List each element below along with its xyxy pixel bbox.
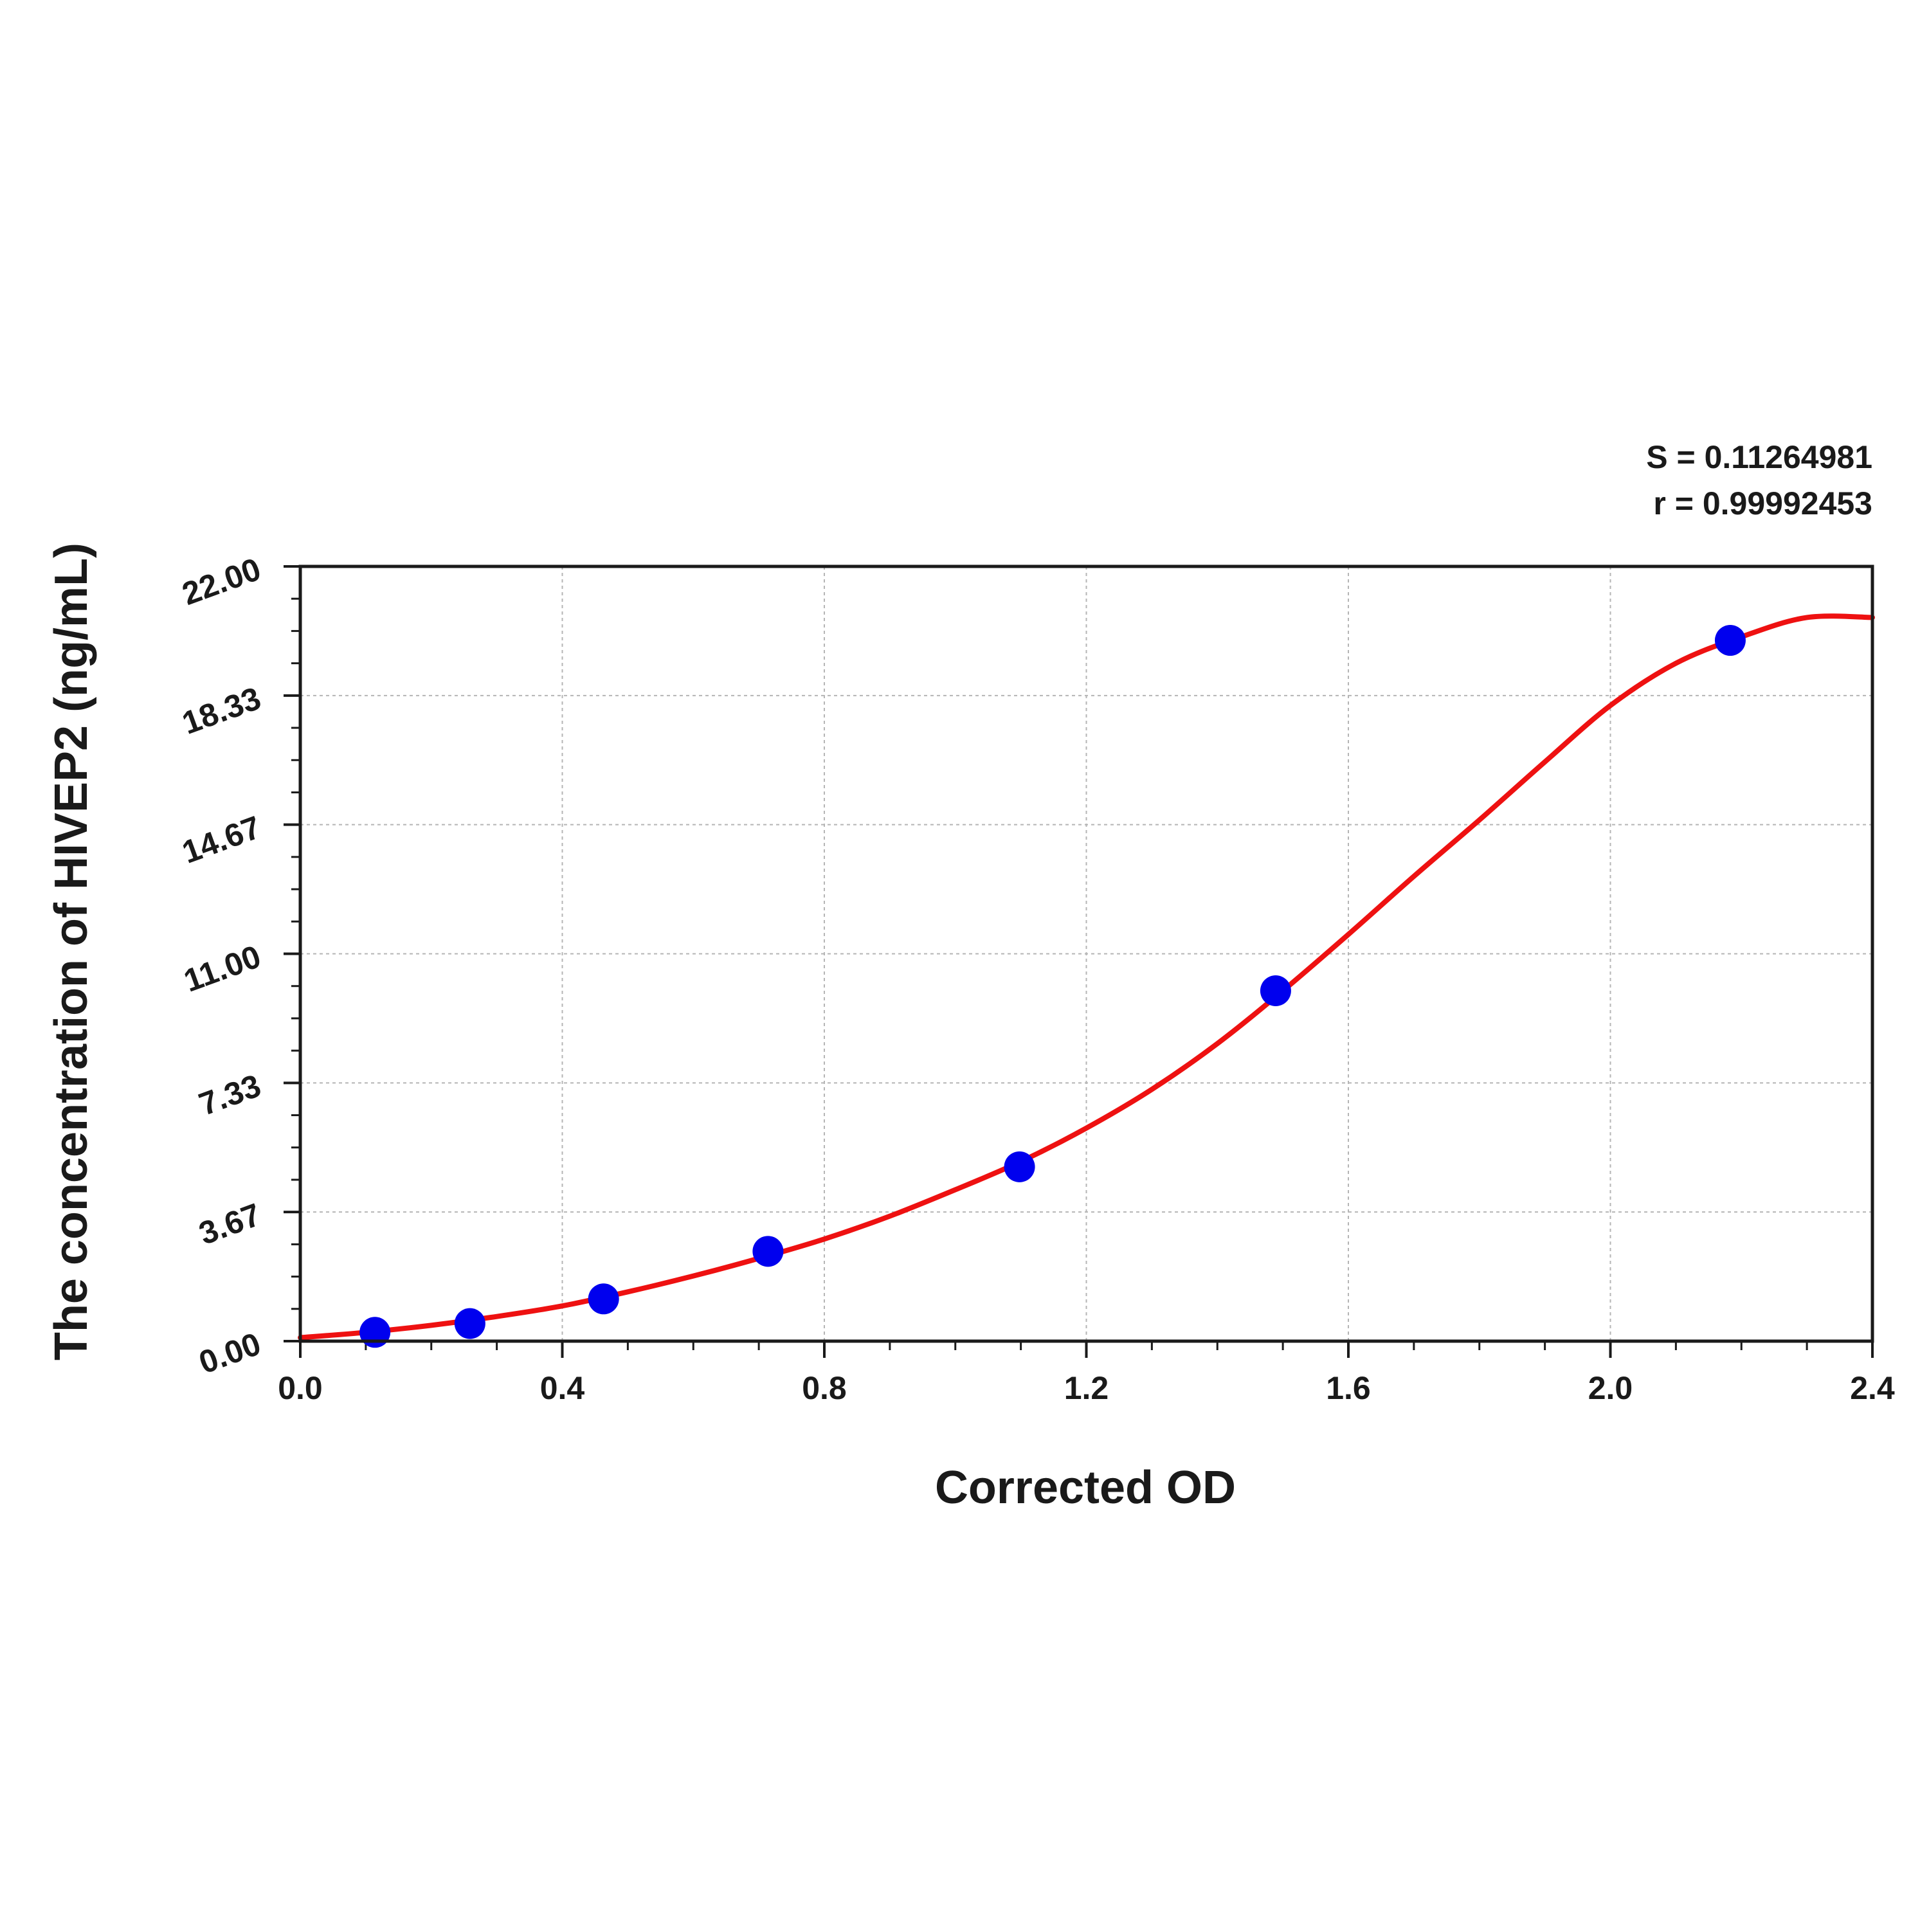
plot-frame [298,564,1874,1343]
y-tick-label: 3.67 [194,1196,266,1252]
data-point [752,1236,784,1267]
r-value-annotation: r = 0.99992453 [1653,485,1872,521]
x-tick-label: 0.8 [802,1370,847,1406]
data-point [1004,1151,1035,1182]
x-tick-label: 0.4 [540,1370,585,1406]
grid-layer [300,566,1872,1341]
y-tick-label: 0.00 [194,1326,266,1381]
label-layer: 0.0 0.4 0.8 1.2 1.6 2.0 2.4 0.00 3.67 7.33 11.00 14… [177,551,1895,1406]
fitted-curve [298,613,1875,1341]
data-point [359,1317,391,1348]
x-tick-label: 1.6 [1326,1370,1371,1406]
point-layer [359,625,1746,1348]
data-point [1260,975,1291,1007]
data-point [588,1283,619,1315]
x-axis-label: Corrected OD [935,1462,1236,1513]
y-tick-label: 7.33 [194,1067,266,1123]
data-point [454,1308,485,1339]
x-tick-label: 2.0 [1588,1370,1633,1406]
x-tick-label: 1.2 [1064,1370,1109,1406]
curve-layer [298,613,1875,1341]
tick-layer [284,565,1874,1358]
data-point [1714,625,1746,656]
y-tick-label: 11.00 [179,938,266,998]
y-tick-label: 18.33 [177,680,266,741]
y-axis-label: The concentration of HIVEP2 (ng/mL) [46,543,97,1360]
x-tick-label: 0.0 [278,1370,323,1406]
y-tick-label: 14.67 [177,809,266,870]
x-tick-label: 2.4 [1850,1370,1895,1406]
y-tick-label: 22.00 [177,551,266,612]
s-value-annotation: S = 0.11264981 [1646,439,1872,475]
